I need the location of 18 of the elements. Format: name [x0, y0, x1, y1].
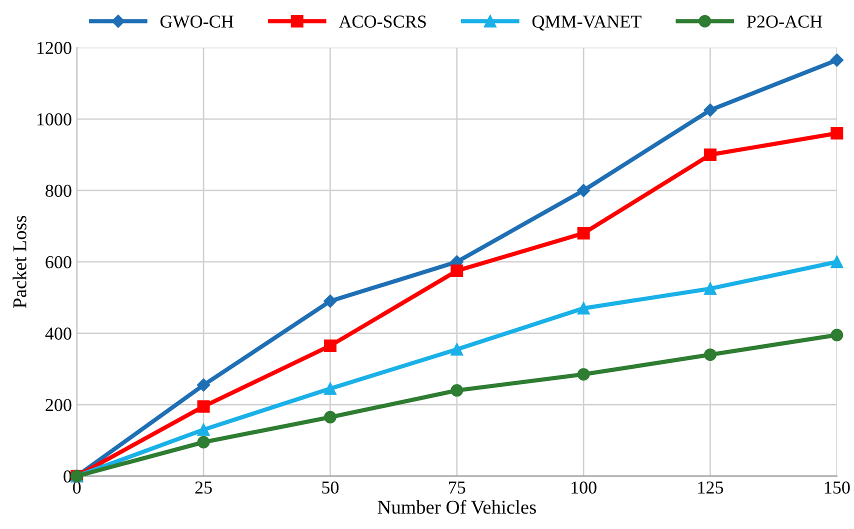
legend-label: QMM-VANET [532, 16, 642, 30]
x-tick-label: 75 [449, 482, 466, 494]
x-tick-label: 125 [698, 482, 724, 494]
y-axis-title: Packet Loss [12, 216, 26, 308]
y-tick-label: 1200 [37, 42, 72, 54]
x-tick-label: 25 [195, 482, 212, 494]
x-axis-title: Number Of Vehicles [378, 500, 536, 514]
x-tick-label: 150 [824, 481, 850, 494]
legend-label: GWO-CH [160, 16, 234, 28]
y-tick-label: 400 [45, 328, 72, 340]
x-tick-label: 50 [322, 481, 339, 494]
x-tick-label: 100 [572, 481, 596, 494]
y-tick-label: 1000 [37, 113, 72, 126]
y-tick-label: 600 [46, 256, 72, 268]
y-tick-label: 200 [46, 398, 72, 412]
legend-label: ACO-SCRS [338, 16, 426, 28]
legend-label: P2O-ACH [746, 16, 822, 28]
y-tick-label: 800 [46, 184, 72, 197]
